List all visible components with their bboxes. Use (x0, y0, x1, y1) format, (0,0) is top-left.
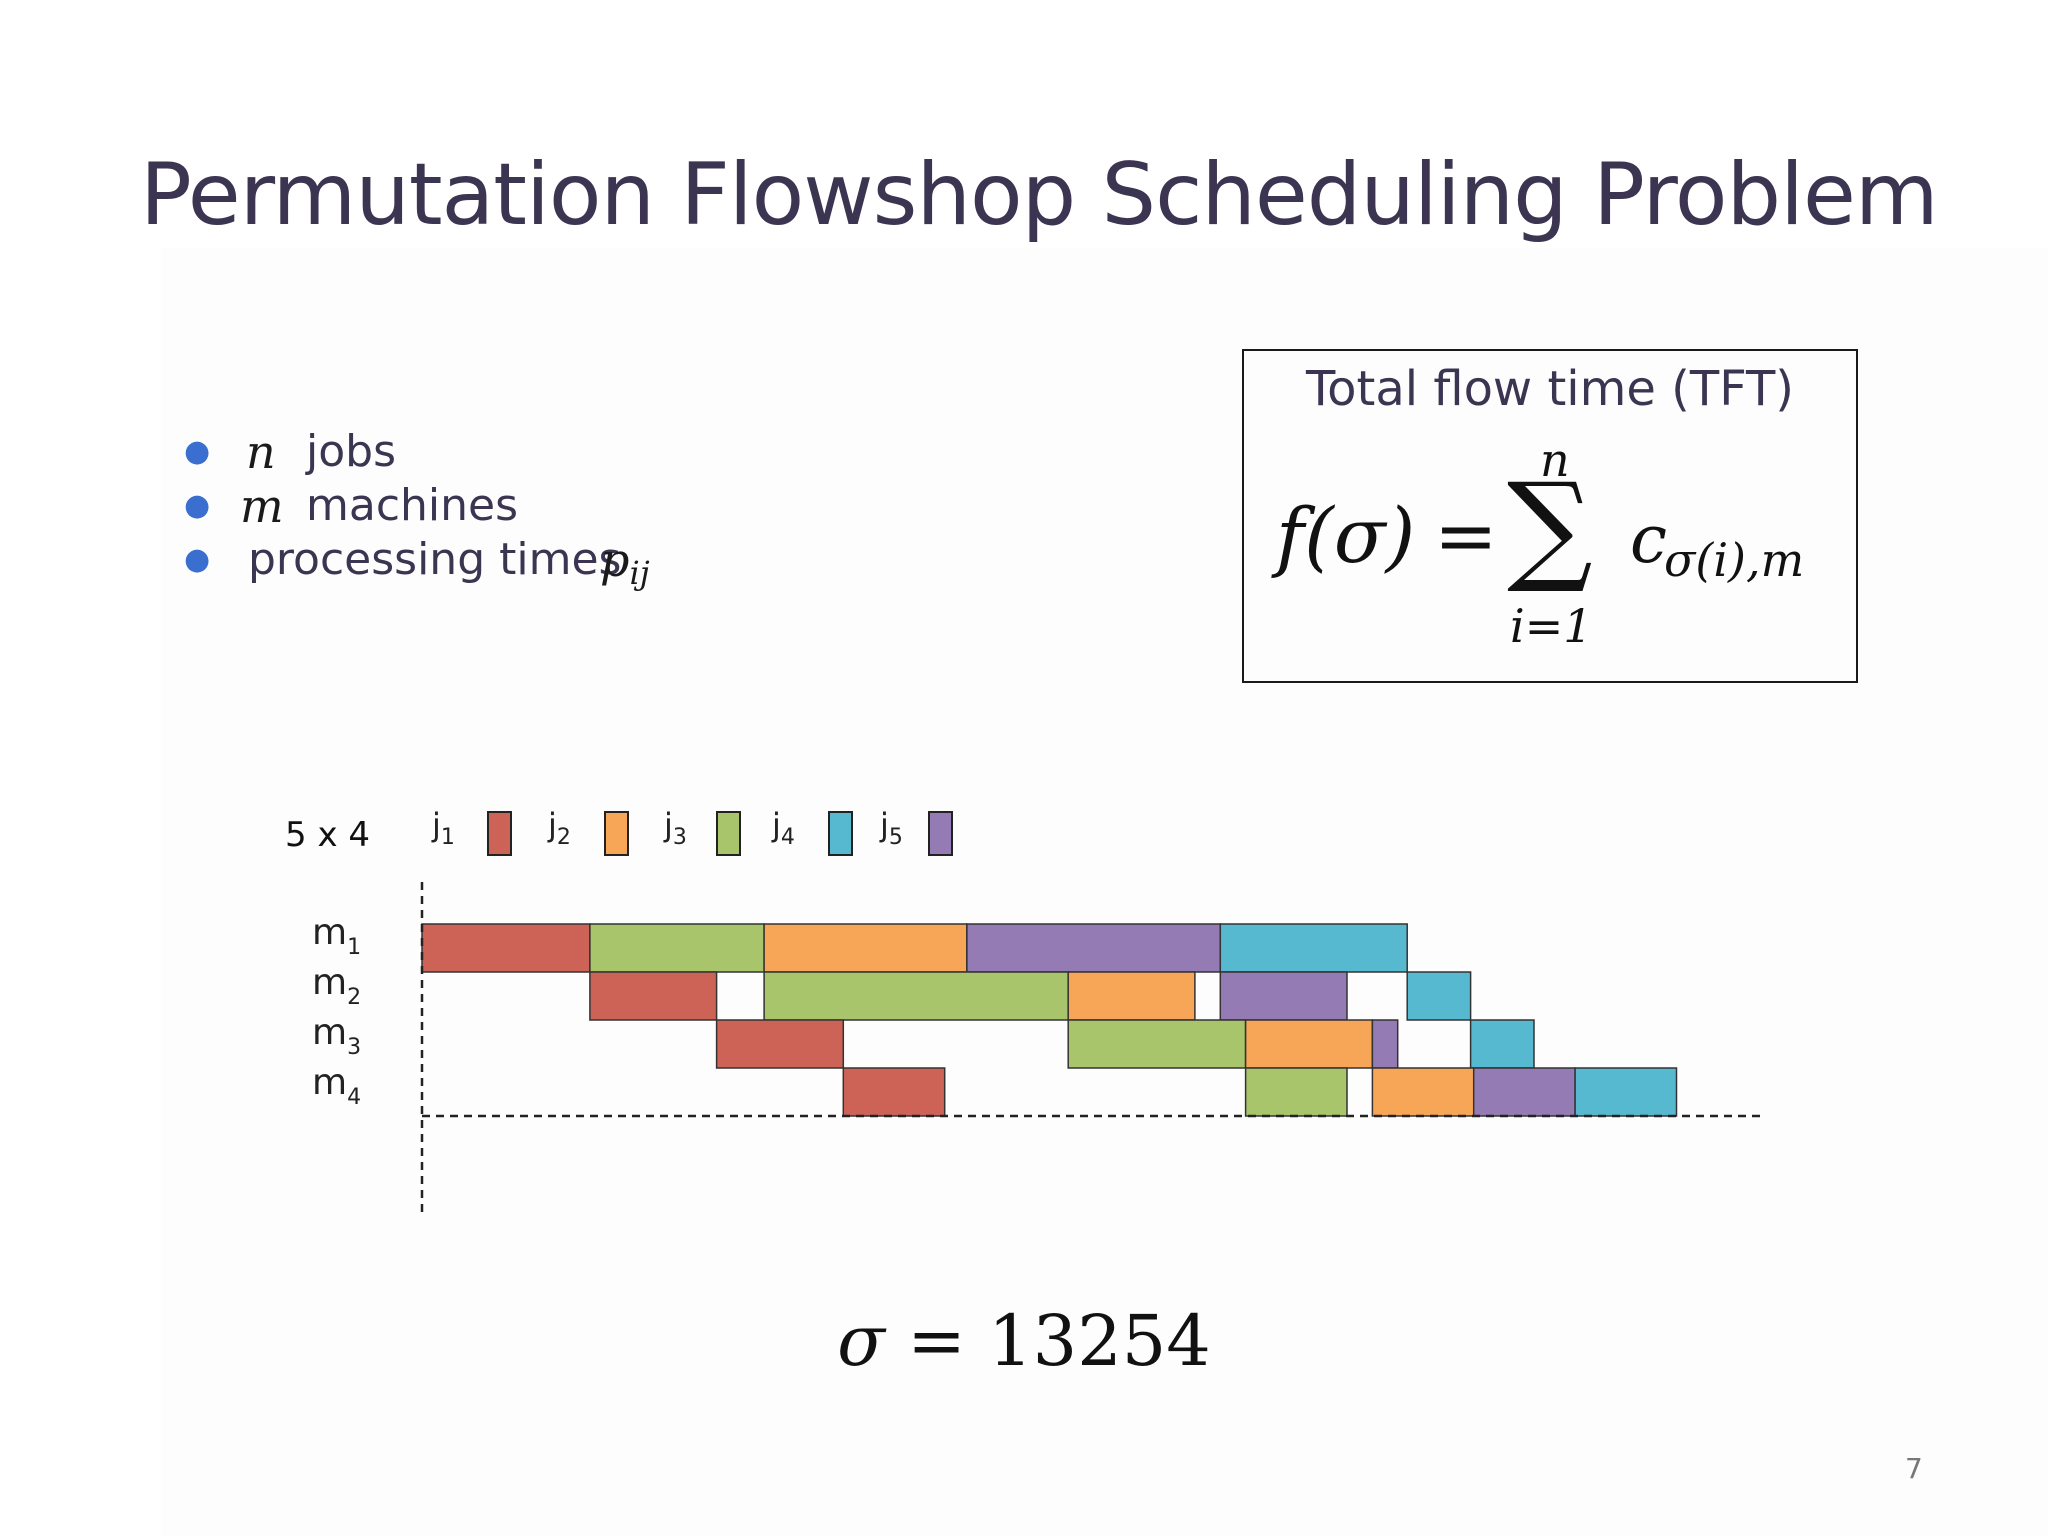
legend-swatch (716, 811, 741, 856)
formula-equals: = (1434, 491, 1498, 580)
gantt-bar-j2-m4 (1371, 1067, 1475, 1117)
instance-size-label: 5 x 4 (285, 815, 370, 855)
sum-lower-limit: i=1 (1510, 599, 1593, 653)
gantt-bar-j2-m3 (1244, 1019, 1374, 1069)
slide-title: Permutation Flowshop Scheduling Problem (140, 145, 1939, 245)
completion-term-subscript: σ(i),m (1664, 533, 1805, 587)
gantt-bar-j3-m3 (1067, 1019, 1247, 1069)
legend-swatch (487, 811, 512, 856)
legend-job-label: j1 (431, 806, 455, 850)
gantt-bar-j3-m4 (1244, 1067, 1348, 1117)
summation-icon: ∑ (1507, 458, 1593, 597)
gantt-bar-j1-m1 (421, 923, 591, 973)
legend-job-label: j3 (663, 806, 687, 850)
gantt-bar-j4-m1 (1219, 923, 1408, 973)
var-p: pij (600, 533, 650, 600)
legend-job-label: j5 (879, 806, 903, 850)
gantt-bar-j2-m2 (1067, 971, 1196, 1021)
job-legend: 5 x 4 j1 j2 j3 j4 j5 (285, 806, 953, 856)
bullet-machines-text: machines (306, 480, 519, 531)
bullet-dot-icon: ● (184, 542, 211, 577)
bullet-jobs-text: jobs (306, 426, 396, 477)
gantt-bar-j5-m4 (1472, 1067, 1576, 1117)
permutation-label: σ = 13254 (0, 1300, 2048, 1382)
gantt-bar-j2-m1 (763, 923, 968, 973)
bullet-dot-icon: ● (184, 434, 211, 469)
gantt-bar-j1-m3 (715, 1019, 845, 1069)
legend-swatch (928, 811, 953, 856)
objective-title: Total flow time (TFT) (1305, 361, 1795, 417)
bullet-dot-icon: ● (184, 488, 211, 523)
gantt-bar-j4-m3 (1469, 1019, 1535, 1069)
formula-lhs: f(σ) (1276, 491, 1416, 580)
machine-label: m4 (312, 1062, 361, 1110)
legend-swatch (828, 811, 853, 856)
sum-upper-limit: n (1540, 433, 1570, 487)
legend-swatch (604, 811, 629, 856)
legend-job-label: j4 (771, 806, 795, 850)
gantt-bar-j1-m4 (842, 1067, 946, 1117)
completion-term: c (1630, 501, 1667, 578)
bullet-processing-text: processing times (248, 534, 622, 585)
permutation-value: 13254 (988, 1300, 1211, 1382)
machine-label: m1 (312, 912, 361, 960)
legend-job-label: j2 (547, 806, 571, 850)
machine-label: m3 (312, 1012, 361, 1060)
var-n: n (246, 425, 276, 479)
var-p-base: p (600, 533, 630, 587)
page-number: 7 (1905, 1452, 1923, 1485)
gantt-bar-j5-m1 (966, 923, 1222, 973)
permutation-equals: = (907, 1300, 966, 1382)
gantt-bar-j3-m2 (763, 971, 1069, 1021)
objective-box: Total flow time (TFT) f(σ) = ∑ n i=1 c σ… (1242, 349, 1858, 683)
tft-formula: f(σ) = ∑ n i=1 c σ(i),m (1244, 351, 1856, 681)
permutation-symbol: σ (837, 1300, 885, 1382)
gantt-bar-j4-m4 (1574, 1067, 1678, 1117)
gantt-bar-j1-m2 (589, 971, 718, 1021)
var-p-sub: ij (629, 554, 650, 592)
gantt-bar-j4-m2 (1406, 971, 1472, 1021)
var-m: m (240, 479, 284, 533)
gantt-bar-j3-m1 (589, 923, 765, 973)
machine-label: m2 (312, 962, 361, 1010)
gantt-bar-j5-m2 (1219, 971, 1348, 1021)
gantt-bar-j5-m3 (1371, 1019, 1399, 1069)
gantt-bars (421, 923, 1678, 1117)
